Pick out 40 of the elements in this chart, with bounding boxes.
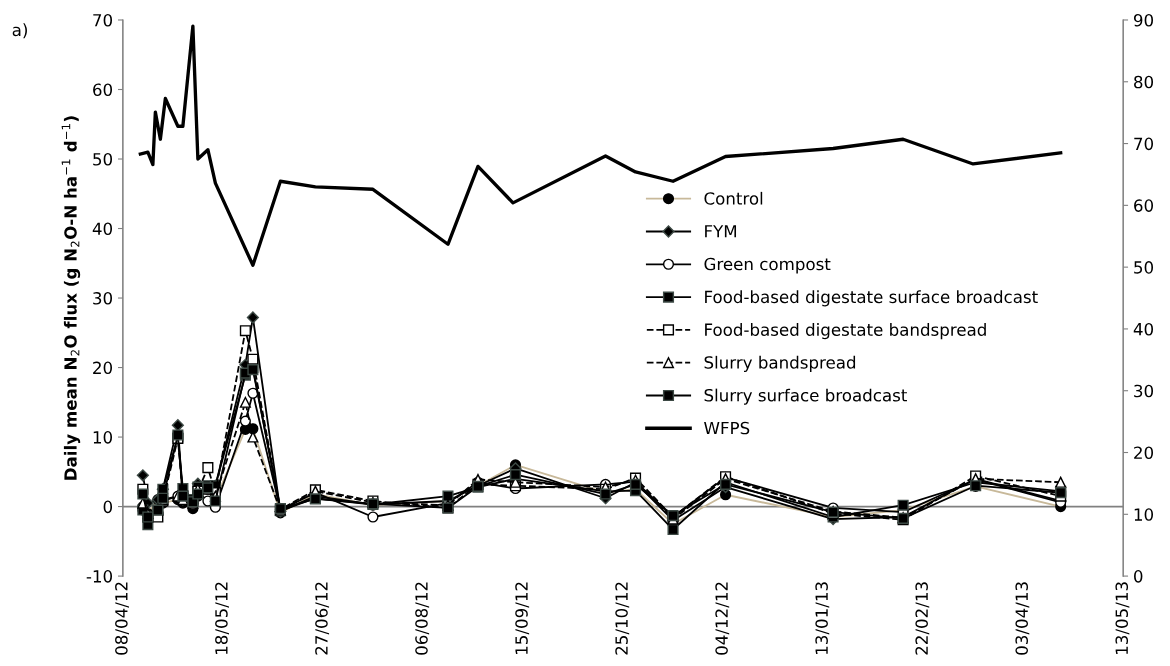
y-tick-label: 50 (93, 152, 113, 166)
x-tick-label: 15/09/12 (515, 582, 530, 654)
y-tick-label: 0 (103, 500, 113, 514)
text: Daily mean N$_{2}$O flux (g N$_{2}$O-N ha$^{−1}$ d$^{−1}$) (61, 116, 81, 480)
y2-tick-label: 40 (1133, 322, 1154, 336)
legend-label: Green compost (704, 257, 831, 274)
x-tick-label: 18/05/12 (215, 582, 230, 654)
legend-label: Slurry bandspread (704, 355, 856, 372)
y-tick-label: 70 (93, 13, 113, 27)
legend-label: Control (704, 191, 763, 205)
y2-tick-label: 10 (1134, 508, 1154, 521)
y2-tick-label: 70 (1134, 137, 1154, 151)
y2-tick-label: 0 (1134, 570, 1143, 583)
x-tick-label: 08/04/12 (115, 582, 129, 655)
y2-tick-label: 30 (1134, 384, 1154, 398)
y-tick-label: 40 (92, 222, 113, 236)
x-tick-label: 22/02/13 (915, 582, 930, 655)
x-tick-label: 27/06/12 (315, 582, 330, 655)
y2-tick-label: 60 (1134, 199, 1154, 212)
y2-tick-label: 90 (1133, 13, 1154, 27)
y2-tick-label: 80 (1134, 75, 1154, 89)
x-tick-label: 25/10/12 (615, 582, 630, 655)
y-tick-label: 20 (93, 361, 113, 375)
y-tick-label: 10 (93, 431, 113, 444)
x-tick-label: 04/12/12 (715, 582, 730, 655)
legend-label: Food-based digestate surface broadcast (705, 290, 1038, 307)
y2-tick-label: 50 (1134, 261, 1154, 274)
x-tick-label: 13/05/13 (1115, 582, 1130, 654)
y-tick-label: -10 (86, 570, 113, 583)
text: a) (12, 23, 27, 39)
legend-label: Slurry surface broadcast (704, 388, 907, 405)
legend-label: FYM (705, 225, 737, 238)
legend-label: WFPS (704, 421, 750, 435)
legend-label: Food-based digestate bandspread (705, 323, 986, 340)
y-tick-label: 30 (93, 292, 113, 305)
x-tick-label: 03/04/13 (1015, 582, 1030, 655)
x-tick-label: 06/08/12 (415, 582, 430, 655)
y2-tick-label: 20 (1134, 446, 1154, 460)
y-tick-label: 60 (93, 83, 113, 97)
x-tick-label: 13/01/13 (815, 582, 830, 654)
